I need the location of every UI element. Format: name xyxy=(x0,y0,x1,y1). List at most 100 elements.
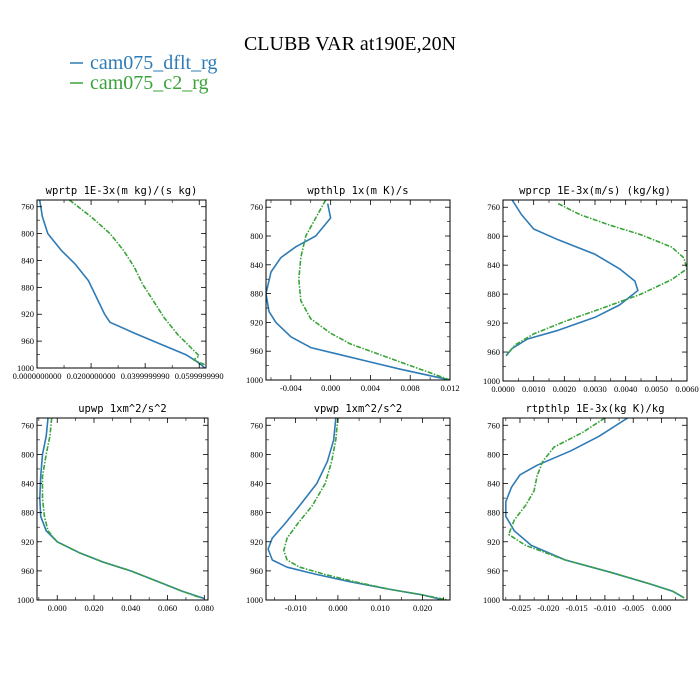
y-tick-label: 760 xyxy=(487,420,500,430)
panel-title: wpthlp 1x(m K)/s xyxy=(307,185,408,197)
y-tick-label: 800 xyxy=(21,229,34,239)
plot-frame xyxy=(265,417,451,601)
legend: cam075_dflt_rg cam075_c2_rg xyxy=(70,52,217,94)
x-tick-label: 0.0050 xyxy=(645,384,668,394)
plot-frame xyxy=(36,199,207,369)
x-tick-label: 0.020 xyxy=(84,603,103,613)
x-tick-label: 0.000 xyxy=(48,603,67,613)
y-tick-label: 960 xyxy=(21,336,34,346)
y-tick-label: 800 xyxy=(487,231,500,241)
y-tick-label: 760 xyxy=(487,202,500,212)
y-tick-label: 880 xyxy=(487,289,500,299)
panel-title: upwp 1xm^2/s^2 xyxy=(78,403,167,415)
x-tick-label: -0.010 xyxy=(594,603,616,613)
y-tick-label: 840 xyxy=(250,479,263,489)
x-tick-label: 0.004 xyxy=(361,383,381,393)
legend-entry-c2: cam075_c2_rg xyxy=(70,72,209,94)
plot-frame xyxy=(502,199,688,382)
y-tick-label: 1000 xyxy=(246,595,263,605)
y-tick-label: 880 xyxy=(21,508,34,518)
series-group xyxy=(38,200,206,368)
y-tick-label: 1000 xyxy=(483,595,500,605)
y-tick-label: 960 xyxy=(487,347,500,357)
panel-title: wprcp 1E-3x(m/s) (kg/kg) xyxy=(519,185,671,197)
legend-label-dflt: cam075_dflt_rg xyxy=(90,52,217,74)
y-tick-label: 880 xyxy=(250,508,263,518)
x-tick-label: 0.012 xyxy=(440,383,459,393)
figure-title: CLUBB VAR at190E,20N xyxy=(244,33,456,55)
x-tick-label: 0.000 xyxy=(328,603,347,613)
plot-frame xyxy=(265,199,451,381)
series-line-dflt xyxy=(505,418,685,599)
x-tick-label: 0.0399999990 xyxy=(121,371,170,381)
x-tick-label: -0.010 xyxy=(285,603,307,613)
y-tick-label: 920 xyxy=(250,317,263,327)
y-tick-label: 880 xyxy=(21,282,34,292)
y-tick-label: 960 xyxy=(250,346,263,356)
panel-5: rtpthlp 1E-3x(kg K)/kg 760 800 840 880 920 960… xyxy=(483,403,688,613)
x-tick-label: 0.0020 xyxy=(553,384,576,394)
y-tick-label: 880 xyxy=(250,289,263,299)
y-tick-label: 920 xyxy=(21,537,34,547)
x-tick-label: 0.010 xyxy=(371,603,390,613)
x-tick-label: 0.0040 xyxy=(614,384,637,394)
series-line-c2 xyxy=(507,418,685,599)
x-tick-label: -0.005 xyxy=(622,603,644,613)
series-line-dflt xyxy=(266,203,450,380)
x-tick-label: 0.0010 xyxy=(522,384,545,394)
series-group xyxy=(505,200,687,357)
panel-2: wprcp 1E-3x(m/s) (kg/kg) 760 800 840 880 920 9… xyxy=(483,185,699,394)
series-line-dflt xyxy=(39,418,205,600)
y-tick-label: 1000 xyxy=(17,595,34,605)
plot-frame xyxy=(36,417,209,601)
series-line-c2 xyxy=(283,418,449,600)
panels: wprtp 1E-3x(m kg)/(s kg) 760 800 840 880 920 9… xyxy=(13,185,699,613)
x-tick-label: 0.060 xyxy=(158,603,177,613)
x-tick-label: 0.0000000000 xyxy=(13,371,62,381)
y-tick-label: 840 xyxy=(21,255,34,265)
x-tick-label: -0.004 xyxy=(280,383,303,393)
y-tick-label: 920 xyxy=(250,537,263,547)
series-group xyxy=(505,418,685,599)
x-tick-label: 0.000 xyxy=(652,603,671,613)
x-tick-label: 0.000 xyxy=(321,383,340,393)
plot-frame xyxy=(502,417,688,601)
y-tick-label: 920 xyxy=(487,318,500,328)
y-tick-label: 840 xyxy=(250,260,263,270)
y-tick-label: 800 xyxy=(250,231,263,241)
y-tick-label: 840 xyxy=(21,479,34,489)
x-tick-label: 0.020 xyxy=(413,603,432,613)
y-tick-label: 920 xyxy=(21,309,34,319)
series-group xyxy=(266,200,450,380)
series-line-c2 xyxy=(41,418,201,599)
series-line-c2 xyxy=(68,200,205,366)
series-line-dflt xyxy=(267,418,444,600)
y-tick-label: 960 xyxy=(21,566,34,576)
series-line-dflt xyxy=(38,200,206,368)
y-tick-label: 1000 xyxy=(17,363,34,373)
panel-0: wprtp 1E-3x(m kg)/(s kg) 760 800 840 880 920 9… xyxy=(13,185,224,381)
y-tick-label: 840 xyxy=(487,479,500,489)
y-tick-label: 1000 xyxy=(246,375,263,385)
x-tick-label: 0.008 xyxy=(401,383,420,393)
y-tick-label: 880 xyxy=(487,508,500,518)
panel-title: rtpthlp 1E-3x(kg K)/kg xyxy=(525,403,664,415)
x-tick-label: 0.0060 xyxy=(675,384,698,394)
x-tick-label: -0.020 xyxy=(537,603,559,613)
y-tick-label: 800 xyxy=(250,449,263,459)
series-line-c2 xyxy=(298,200,450,380)
panel-title: vpwp 1xm^2/s^2 xyxy=(314,403,403,415)
legend-entry-dflt: cam075_dflt_rg xyxy=(70,52,217,74)
x-tick-label: 0.0599999990 xyxy=(175,371,224,381)
y-tick-label: 760 xyxy=(250,420,263,430)
x-tick-label: 0.0030 xyxy=(583,384,606,394)
x-tick-label: 0.040 xyxy=(121,603,140,613)
x-tick-label: 0.0000 xyxy=(491,384,514,394)
y-tick-label: 800 xyxy=(21,449,34,459)
x-tick-label: 0.0200000000 xyxy=(67,371,116,381)
series-line-c2 xyxy=(505,202,687,357)
panel-1: wpthlp 1x(m K)/s 760 800 840 880 920 960 1000 -0… xyxy=(246,185,460,393)
y-tick-label: 920 xyxy=(487,537,500,547)
y-tick-label: 1000 xyxy=(483,376,500,386)
